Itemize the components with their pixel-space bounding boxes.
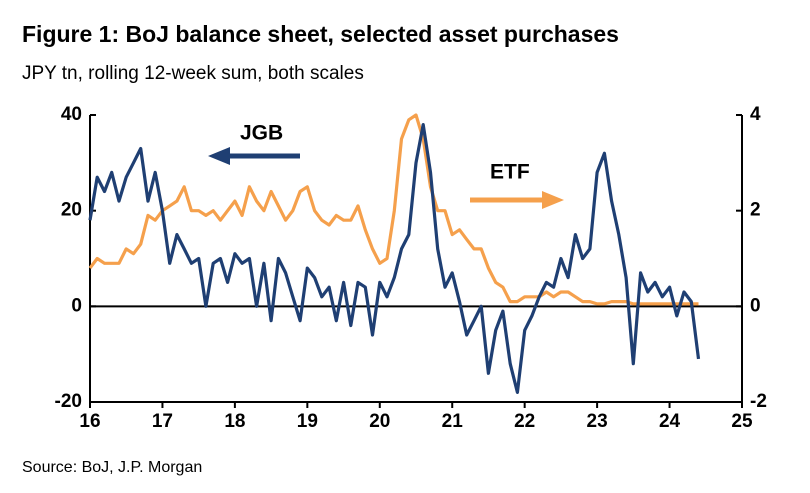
x-tick-label: 16	[79, 411, 100, 432]
line-series	[88, 123, 701, 394]
source: Source: BoJ, J.P. Morgan	[22, 459, 202, 476]
x-tick-label: 19	[297, 411, 318, 432]
line-series	[88, 113, 699, 306]
y2-tick-label: 2	[750, 200, 761, 221]
x-tick-label: 17	[152, 411, 173, 432]
x-tick-label: 24	[659, 411, 681, 432]
y-tick-label: 40	[61, 104, 82, 125]
x-tick-label: 25	[731, 411, 753, 432]
x-tick-label: 20	[369, 411, 390, 432]
y2-tick-label: 0	[750, 295, 761, 316]
y-tick-label: 0	[71, 295, 82, 316]
y2-tick-label: -2	[750, 391, 767, 412]
x-tick-label: 23	[587, 411, 608, 432]
x-tick-label: 21	[442, 411, 464, 432]
y2-tick-label: 4	[750, 104, 761, 125]
annotation: JGB	[240, 122, 283, 145]
arrowhead	[208, 147, 230, 165]
x-tick-label: 18	[224, 411, 245, 432]
chart-title: Figure 1: BoJ balance sheet, selected as…	[22, 21, 619, 47]
y-tick-label: -20	[55, 391, 82, 412]
chart-subtitle: JPY tn, rolling 12-week sum, both scales	[22, 63, 364, 84]
arrowhead	[542, 191, 564, 209]
annotation: ETF	[490, 161, 530, 184]
x-tick-label: 22	[514, 411, 535, 432]
y-tick-label: 20	[61, 200, 82, 221]
